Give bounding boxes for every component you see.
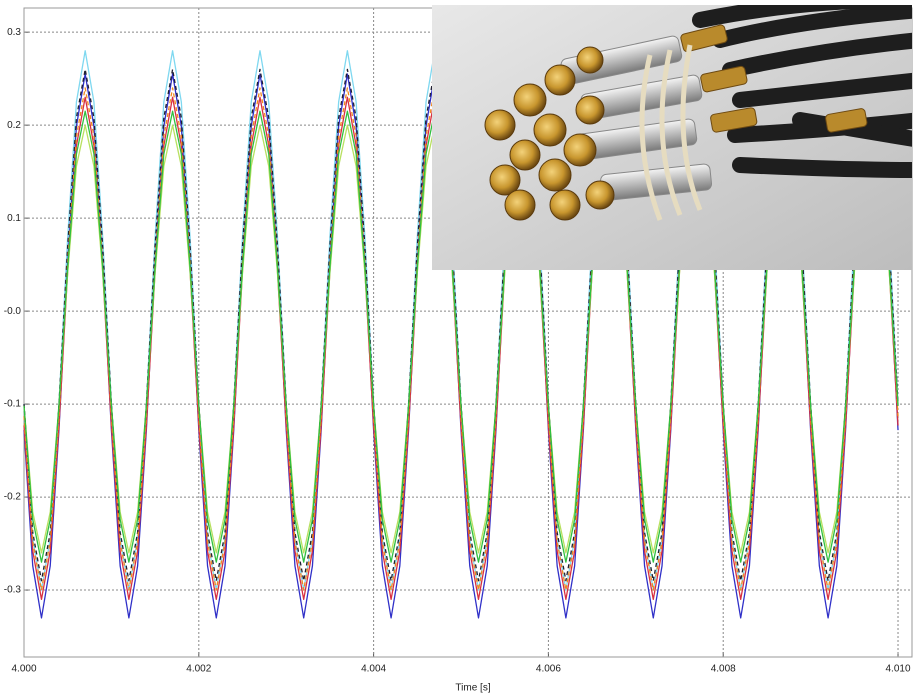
y-tick-label: 0.3 — [7, 27, 21, 38]
y-tick-label: -0.3 — [4, 585, 22, 596]
series-line — [23, 110, 899, 563]
x-tick-label: 4.002 — [186, 664, 211, 675]
x-tick-label: 4.004 — [361, 664, 386, 675]
x-tick-label: 4.006 — [536, 664, 561, 675]
y-tick-label: 0.1 — [7, 213, 21, 224]
x-tick-label: 4.008 — [711, 664, 736, 675]
plot-area: 0.3 0.2 0.1 -0.0 -0.1 -0.2 -0.3 4.000 4.002 4.004… — [4, 7, 913, 675]
y-tick-label: -0.1 — [4, 399, 22, 410]
x-axis-label: Time [s] — [455, 683, 490, 694]
y-tick-label: -0.0 — [4, 306, 22, 317]
series-line — [23, 87, 899, 591]
series-line — [23, 68, 899, 582]
y-tick-label: -0.2 — [4, 492, 22, 503]
inset-photo — [432, 5, 912, 270]
y-tick-label: 0.2 — [7, 120, 21, 131]
x-tick-label: 4.010 — [886, 664, 911, 675]
x-tick-label: 4.000 — [11, 664, 36, 675]
